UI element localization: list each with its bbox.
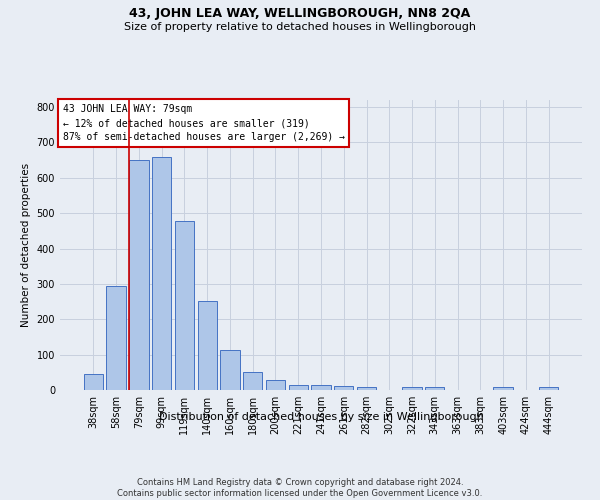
Bar	[357, 387, 376, 390]
Bar	[289, 384, 308, 390]
Text: 43 JOHN LEA WAY: 79sqm
← 12% of detached houses are smaller (319)
87% of semi-de: 43 JOHN LEA WAY: 79sqm ← 12% of detached…	[62, 104, 344, 142]
Bar	[425, 387, 445, 390]
Text: Contains HM Land Registry data © Crown copyright and database right 2024.
Contai: Contains HM Land Registry data © Crown c…	[118, 478, 482, 498]
Bar	[493, 387, 513, 390]
Bar	[539, 387, 558, 390]
Text: 43, JOHN LEA WAY, WELLINGBOROUGH, NN8 2QA: 43, JOHN LEA WAY, WELLINGBOROUGH, NN8 2Q…	[130, 8, 470, 20]
Bar	[175, 222, 194, 390]
Text: Distribution of detached houses by size in Wellingborough: Distribution of detached houses by size …	[158, 412, 484, 422]
Bar	[403, 387, 422, 390]
Bar	[197, 301, 217, 390]
Bar	[220, 350, 239, 390]
Bar	[334, 386, 353, 390]
Y-axis label: Number of detached properties: Number of detached properties	[21, 163, 31, 327]
Bar	[243, 372, 262, 390]
Bar	[84, 374, 103, 390]
Bar	[311, 384, 331, 390]
Bar	[129, 160, 149, 390]
Bar	[152, 156, 172, 390]
Bar	[266, 380, 285, 390]
Text: Size of property relative to detached houses in Wellingborough: Size of property relative to detached ho…	[124, 22, 476, 32]
Bar	[106, 286, 126, 390]
